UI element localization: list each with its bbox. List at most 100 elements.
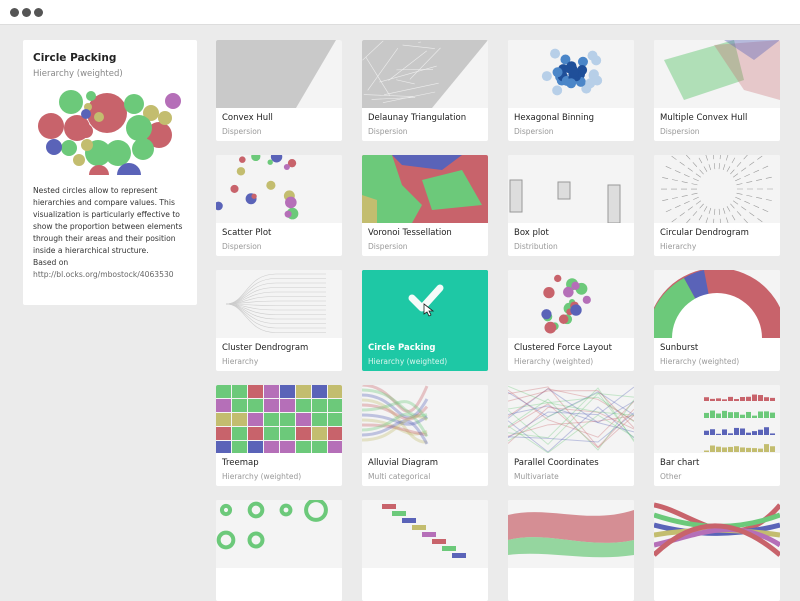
chart-thumbnail bbox=[508, 155, 634, 223]
circle-mark bbox=[59, 90, 83, 114]
chart-title: Multiple Convex Hull bbox=[660, 113, 747, 123]
chart-thumbnail bbox=[216, 500, 342, 568]
alluvial-thumbnail-graphic bbox=[362, 385, 488, 453]
circle-mark bbox=[46, 139, 62, 155]
chart-card[interactable]: Clustered Force Layout Hierarchy (weight… bbox=[508, 270, 634, 371]
chart-card[interactable]: Treemap Hierarchy (weighted) bbox=[216, 385, 342, 486]
chart-title: Circular Dendrogram bbox=[660, 228, 749, 238]
chart-category: Dispersion bbox=[368, 242, 408, 251]
stream-thumbnail-graphic bbox=[508, 500, 634, 568]
chart-category: Hierarchy bbox=[660, 242, 696, 251]
circle-mark bbox=[86, 91, 96, 101]
chart-thumbnail bbox=[362, 155, 488, 223]
chart-title: Delaunay Triangulation bbox=[368, 113, 466, 123]
chart-category: Dispersion bbox=[514, 127, 554, 136]
bar-thumbnail-graphic bbox=[654, 385, 780, 453]
delaunay-thumbnail-graphic bbox=[362, 40, 488, 108]
bump-thumbnail-graphic bbox=[654, 500, 780, 568]
chart-thumbnail bbox=[508, 40, 634, 108]
chart-thumbnail bbox=[362, 385, 488, 453]
chart-card[interactable]: Hexagonal Binning Dispersion bbox=[508, 40, 634, 141]
chart-thumbnail bbox=[216, 155, 342, 223]
chart-thumbnail bbox=[362, 40, 488, 108]
chart-card[interactable]: Circular Dendrogram Hierarchy bbox=[654, 155, 780, 256]
chart-category: Distribution bbox=[514, 242, 558, 251]
chart-thumbnail bbox=[508, 500, 634, 568]
chart-thumbnail bbox=[508, 270, 634, 338]
chart-thumbnail bbox=[362, 500, 488, 568]
selected-thumbnail-graphic bbox=[362, 270, 488, 338]
chart-card[interactable] bbox=[508, 500, 634, 601]
circle-packing-preview bbox=[31, 85, 189, 175]
circle-mark bbox=[79, 124, 93, 138]
chart-category: Dispersion bbox=[368, 127, 408, 136]
chart-title: Parallel Coordinates bbox=[514, 458, 599, 468]
window-maximize-button[interactable] bbox=[34, 8, 43, 17]
chart-category: Hierarchy (weighted) bbox=[222, 472, 301, 481]
voronoi-thumbnail-graphic bbox=[362, 155, 488, 223]
parallel-thumbnail-graphic bbox=[508, 385, 634, 453]
chart-title: Scatter Plot bbox=[222, 228, 271, 238]
chart-title: Voronoi Tessellation bbox=[368, 228, 452, 238]
chart-title: Alluvial Diagram bbox=[368, 458, 438, 468]
circle-mark bbox=[165, 93, 181, 109]
mhull-thumbnail-graphic bbox=[654, 40, 780, 108]
chart-card[interactable]: Voronoi Tessellation Dispersion bbox=[362, 155, 488, 256]
hex-thumbnail-graphic bbox=[508, 40, 634, 108]
chart-title: Clustered Force Layout bbox=[514, 343, 612, 353]
chart-title: Sunburst bbox=[660, 343, 698, 353]
chart-category: Hierarchy (weighted) bbox=[660, 357, 739, 366]
chart-card[interactable]: Circle Packing Hierarchy (weighted) bbox=[362, 270, 488, 371]
chart-thumbnail bbox=[654, 500, 780, 568]
chart-card[interactable]: Cluster Dendrogram Hierarchy bbox=[216, 270, 342, 371]
detail-description: Nested circles allow to represent hierar… bbox=[33, 185, 187, 257]
chart-thumbnail bbox=[654, 385, 780, 453]
circle-mark bbox=[94, 112, 104, 122]
circle-mark bbox=[73, 154, 85, 166]
chart-category: Dispersion bbox=[222, 242, 262, 251]
chart-title: Bar chart bbox=[660, 458, 699, 468]
chart-card[interactable]: Bar chart Other bbox=[654, 385, 780, 486]
chart-card[interactable]: Convex Hull Dispersion bbox=[216, 40, 342, 141]
detail-source-link[interactable]: http://bl.ocks.org/mbostock/4063530 bbox=[33, 269, 187, 281]
chart-category: Hierarchy (weighted) bbox=[368, 357, 447, 366]
chart-card[interactable] bbox=[216, 500, 342, 601]
chart-category: Dispersion bbox=[222, 127, 262, 136]
chart-title: Cluster Dendrogram bbox=[222, 343, 308, 353]
chart-detail-panel: Circle Packing Hierarchy (weighted) Nest… bbox=[23, 40, 197, 305]
chart-category: Other bbox=[660, 472, 681, 481]
sunburst-thumbnail-graphic bbox=[654, 270, 780, 338]
window-minimize-button[interactable] bbox=[22, 8, 31, 17]
detail-based-on: Based on bbox=[33, 257, 187, 269]
chart-category: Multivariate bbox=[514, 472, 559, 481]
detail-title: Circle Packing bbox=[33, 52, 187, 64]
chart-thumbnail bbox=[508, 385, 634, 453]
chart-card[interactable]: Delaunay Triangulation Dispersion bbox=[362, 40, 488, 141]
window-close-button[interactable] bbox=[10, 8, 19, 17]
chart-card[interactable]: Sunburst Hierarchy (weighted) bbox=[654, 270, 780, 371]
chart-card[interactable]: Box plot Distribution bbox=[508, 155, 634, 256]
chart-thumbnail bbox=[216, 40, 342, 108]
circle-mark bbox=[126, 115, 152, 141]
chart-card[interactable] bbox=[654, 500, 780, 601]
chart-title: Convex Hull bbox=[222, 113, 273, 123]
donut-thumbnail-graphic bbox=[216, 500, 342, 568]
chart-thumbnail bbox=[216, 270, 342, 338]
chart-category: Dispersion bbox=[660, 127, 700, 136]
circle-mark bbox=[124, 94, 144, 114]
chart-card[interactable]: Multiple Convex Hull Dispersion bbox=[654, 40, 780, 141]
chart-category: Multi categorical bbox=[368, 472, 430, 481]
treemap-thumbnail-graphic bbox=[216, 385, 342, 453]
force-thumbnail-graphic bbox=[508, 270, 634, 338]
chart-category: Hierarchy bbox=[222, 357, 258, 366]
chart-thumbnail bbox=[654, 155, 780, 223]
cdendro-thumbnail-graphic bbox=[654, 155, 780, 223]
chart-thumbnail bbox=[654, 270, 780, 338]
circle-mark bbox=[158, 111, 172, 125]
chart-title: Treemap bbox=[222, 458, 259, 468]
chart-card[interactable]: Scatter Plot Dispersion bbox=[216, 155, 342, 256]
chart-card[interactable]: Alluvial Diagram Multi categorical bbox=[362, 385, 488, 486]
chart-card[interactable] bbox=[362, 500, 488, 601]
circle-mark bbox=[89, 165, 109, 175]
chart-card[interactable]: Parallel Coordinates Multivariate bbox=[508, 385, 634, 486]
